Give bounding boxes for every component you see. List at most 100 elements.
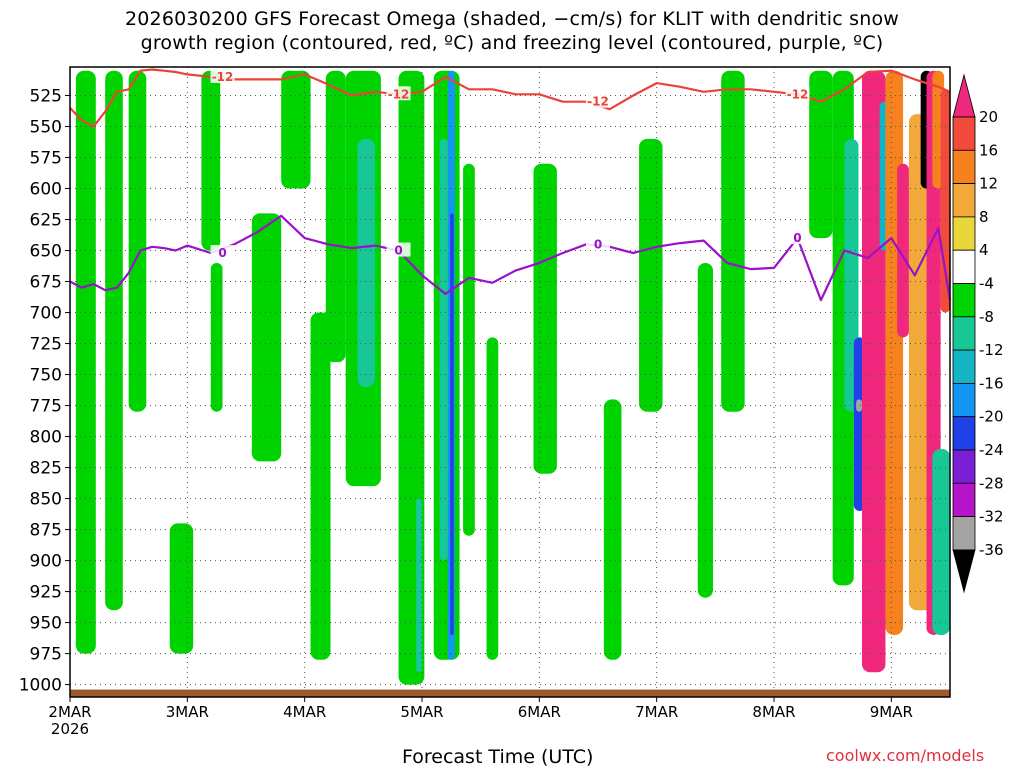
colorbar-bin-0 [952, 73, 976, 118]
y-tick-label-13: 850 [30, 490, 62, 510]
omega-region-0 [75, 70, 96, 654]
omega-region-4 [201, 70, 221, 251]
colorbar-tick-label-11: -28 [979, 474, 1004, 492]
omega-region-7 [281, 70, 311, 189]
contour-label-bg-1-2 [586, 236, 610, 251]
colorbar-tick-label-10: -24 [979, 441, 1004, 459]
colorbar-tick-label-2: 12 [979, 175, 998, 193]
contour-label-1-0: 0 [218, 246, 226, 260]
y-tick-label-11: 800 [30, 428, 62, 448]
x-tick-label-1: 3MAR [166, 703, 209, 721]
omega-region-5 [210, 262, 223, 412]
colorbar-tick-label-6: -8 [979, 308, 994, 326]
omega-region-1 [105, 70, 123, 611]
contour-lines: -12 -12 -12 -12 0 0 0 0 [69, 68, 952, 302]
plot-border [69, 66, 951, 698]
x-tick-label-4: 6MAR [518, 703, 561, 721]
omega-region-32 [885, 70, 904, 635]
omega-region-33 [897, 163, 909, 338]
colorbar-tick-label-4: 4 [979, 241, 989, 259]
omega-region-38 [940, 89, 950, 313]
contour-label-bg-1-1 [386, 242, 411, 257]
colorbar-bin-11 [952, 449, 976, 484]
plot-frame [69, 66, 951, 698]
y-tick-label-18: 975 [30, 645, 62, 665]
contour-label-bg-0-2 [586, 93, 610, 108]
contour-label-bg-0-0 [210, 68, 235, 83]
x-tick-label-6: 8MAR [752, 703, 795, 721]
x-tick-label-3: 5MAR [400, 703, 443, 721]
y-tick-label-19: 1000 [19, 676, 62, 696]
omega-region-18 [463, 163, 475, 536]
colorbar-tick-label-0: 20 [979, 108, 998, 126]
x-tick-label-5: 7MAR [635, 703, 678, 721]
colorbar-bin-3 [952, 183, 976, 218]
omega-region-6 [251, 213, 282, 462]
x-year-label: 2026 [51, 720, 89, 738]
y-tick-label-4: 625 [30, 211, 62, 231]
omega-region-39 [932, 448, 950, 635]
y-tick-label-7: 700 [30, 304, 62, 324]
y-tick-label-0: 525 [30, 87, 62, 107]
colorbar-bin-8 [952, 349, 976, 384]
omega-region-25 [809, 70, 833, 239]
contour-label-1-1: 0 [394, 244, 402, 258]
omega-region-21 [603, 399, 622, 660]
colorbar-tick-label-9: -20 [979, 408, 1004, 426]
omega-region-9 [325, 70, 346, 363]
grid-lines [70, 67, 950, 697]
omega-region-19 [486, 337, 499, 660]
omega-region-24 [721, 70, 745, 412]
contour-label-0-3: -12 [787, 87, 809, 101]
contour-label-bg-1-0 [210, 245, 235, 260]
chart-title-line1: 2026030200 GFS Forecast Omega (shaded, −… [124, 8, 900, 30]
colorbar-bin-12 [952, 482, 976, 517]
colorbar-bin-1 [952, 116, 976, 151]
colorbar-tick-label-1: 16 [979, 141, 998, 159]
contour-label-0-2: -12 [587, 95, 609, 109]
colorbar-tick-label-12: -32 [979, 508, 1004, 526]
y-tick-label-2: 575 [30, 149, 62, 169]
y-axis: 525 550 575 600 625 650 675 700 725 750 775 800 825 8… [19, 87, 70, 696]
omega-region-15 [439, 138, 448, 561]
colorbar-bin-13 [952, 516, 976, 551]
contour-label-bg-1-3 [785, 230, 810, 245]
ground-layer [70, 689, 950, 697]
x-tick-label-7: 9MAR [870, 703, 913, 721]
colorbar-bin-10 [952, 416, 976, 451]
contour-label-1-3: 0 [793, 231, 801, 245]
colorbar-bin-4 [952, 216, 976, 251]
contour-label-1-2: 0 [594, 237, 602, 251]
contour-label-0-1: -12 [388, 87, 410, 101]
y-tick-label-1: 550 [30, 118, 62, 138]
colorbar-bin-7 [952, 316, 976, 351]
colorbar-bin-5 [952, 249, 976, 284]
colorbar-bin-6 [952, 283, 976, 318]
credit-link[interactable]: coolwx.com/models [826, 746, 985, 765]
chart-title-line2: growth region (contoured, red, ºC) and f… [140, 32, 884, 54]
y-tick-label-10: 775 [30, 397, 62, 417]
y-tick-label-16: 925 [30, 583, 62, 603]
colorbar-bin-14 [952, 549, 976, 594]
y-tick-label-3: 600 [30, 180, 62, 200]
y-tick-label-15: 900 [30, 552, 62, 572]
y-tick-label-17: 950 [30, 614, 62, 634]
y-tick-label-8: 725 [30, 335, 62, 355]
y-tick-label-6: 675 [30, 273, 62, 293]
colorbar-tick-label-5: -4 [979, 275, 994, 293]
omega-region-20 [533, 163, 557, 474]
omega-shaded-regions [75, 70, 950, 685]
y-tick-label-5: 650 [30, 242, 62, 262]
omega-region-29 [856, 399, 862, 412]
colorbar-bin-2 [952, 149, 976, 185]
y-tick-label-12: 825 [30, 459, 62, 479]
omega-region-2 [128, 70, 147, 412]
colorbar: 20 16 12 8 4 -4 -8 -12 -16 -20 -24 -28 -32 -36 [952, 73, 1004, 594]
y-tick-label-14: 875 [30, 521, 62, 541]
omega-region-17 [450, 213, 454, 635]
contour-label-bg-0-1 [386, 86, 411, 101]
colorbar-bin-9 [952, 382, 976, 418]
colorbar-tick-label-13: -36 [979, 541, 1004, 559]
colorbar-tick-label-3: 8 [979, 208, 989, 226]
